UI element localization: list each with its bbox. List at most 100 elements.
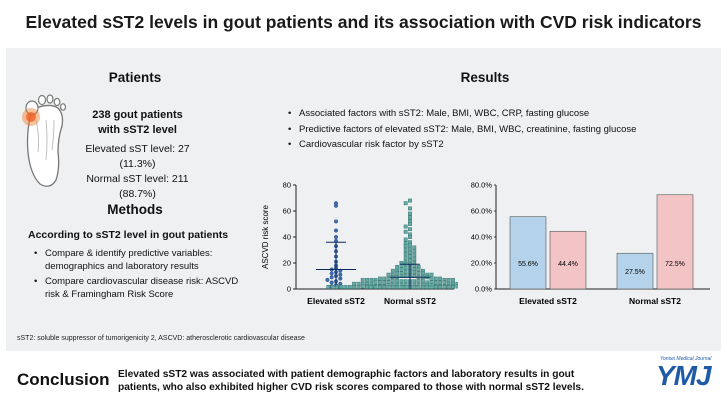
bar bbox=[656, 194, 694, 290]
patients-normal: Normal sST level: 211 (88.7%) bbox=[86, 173, 189, 200]
bar-value-label: 55.6% bbox=[518, 261, 538, 268]
data-point bbox=[446, 285, 451, 289]
results-bullet: Predictive factors of elevated sST2: Mal… bbox=[288, 124, 708, 137]
data-point bbox=[333, 235, 338, 240]
data-point bbox=[416, 285, 421, 289]
data-point bbox=[442, 285, 447, 289]
data-point bbox=[395, 279, 399, 284]
data-point bbox=[403, 279, 408, 284]
bar bbox=[549, 230, 587, 290]
data-point bbox=[408, 242, 412, 247]
data-point bbox=[338, 276, 343, 281]
data-point bbox=[438, 285, 442, 289]
data-point bbox=[334, 285, 339, 289]
data-point bbox=[420, 285, 425, 289]
data-point bbox=[403, 224, 408, 229]
data-point bbox=[386, 272, 391, 277]
data-point bbox=[399, 279, 404, 284]
data-point bbox=[403, 248, 408, 252]
data-point bbox=[403, 270, 408, 275]
data-point bbox=[339, 285, 344, 289]
data-point bbox=[408, 211, 412, 216]
data-point bbox=[403, 285, 408, 289]
data-point bbox=[352, 285, 357, 289]
data-point bbox=[365, 285, 369, 289]
data-point bbox=[395, 285, 399, 289]
data-point bbox=[408, 246, 412, 251]
data-point bbox=[412, 257, 417, 262]
data-point bbox=[420, 271, 425, 276]
data-point bbox=[412, 285, 417, 289]
data-point bbox=[329, 275, 334, 280]
data-point bbox=[373, 280, 378, 285]
data-point bbox=[377, 280, 382, 285]
data-point bbox=[451, 285, 455, 289]
data-point bbox=[329, 271, 334, 276]
data-point bbox=[399, 267, 404, 272]
y-tick-label: 60 bbox=[283, 207, 291, 216]
patients-summary: 238 gout patients with sST2 level bbox=[80, 108, 195, 138]
data-point bbox=[386, 276, 391, 281]
data-point bbox=[360, 284, 365, 289]
results-heading: Results bbox=[460, 70, 510, 85]
data-point bbox=[429, 285, 434, 289]
y-tick-label: 20 bbox=[283, 259, 291, 268]
data-point bbox=[408, 258, 412, 263]
data-point bbox=[343, 285, 348, 289]
methods-heading: Methods bbox=[107, 202, 163, 217]
patients-heading: Patients bbox=[108, 70, 162, 85]
data-point bbox=[416, 267, 421, 272]
data-point bbox=[412, 245, 417, 250]
data-point bbox=[429, 272, 434, 277]
data-point bbox=[395, 264, 399, 269]
data-point bbox=[403, 251, 408, 256]
logo-mark: YMJ bbox=[656, 360, 712, 391]
y-tick-label: 80.0% bbox=[471, 181, 493, 190]
data-point bbox=[403, 229, 408, 234]
data-point bbox=[420, 279, 425, 284]
methods-subheading: According to sST2 level in gout patients bbox=[28, 229, 229, 241]
data-point bbox=[386, 285, 391, 289]
data-point bbox=[356, 281, 361, 286]
logo-journal-name: Yonsei Medical Journal bbox=[660, 356, 712, 362]
x-category-label: Normal sST2 bbox=[384, 296, 436, 306]
data-point bbox=[330, 285, 335, 289]
y-tick-label: 40.0% bbox=[471, 233, 493, 242]
data-point bbox=[416, 271, 421, 276]
patients-summary-line1: 238 gout patients bbox=[92, 109, 183, 121]
data-point bbox=[365, 277, 369, 282]
x-category-label: Elevated sST2 bbox=[519, 296, 577, 306]
data-point bbox=[352, 281, 357, 286]
data-point bbox=[446, 277, 451, 282]
data-point bbox=[433, 280, 438, 285]
methods-bullet: Compare cardiovascular disease risk: ASC… bbox=[34, 276, 249, 301]
data-point bbox=[438, 280, 442, 285]
y-tick-label: 80 bbox=[283, 181, 291, 190]
data-point bbox=[369, 277, 374, 282]
page-title: Elevated sST2 levels in gout patients an… bbox=[25, 12, 702, 32]
data-point bbox=[403, 237, 408, 242]
data-point bbox=[438, 276, 442, 281]
y-tick-label: 0 bbox=[287, 285, 291, 294]
data-point bbox=[403, 201, 408, 206]
ascvd-scatter-chart: ASCVD risk score 0 20 40 60 80 Elevated sST2 No… bbox=[261, 181, 458, 306]
bar bbox=[616, 252, 654, 290]
data-point bbox=[433, 276, 438, 281]
bar-value-label: 44.4% bbox=[558, 261, 578, 268]
framingham-bar-chart: Framingham high riskFramingham moderate/… bbox=[471, 181, 710, 306]
data-point bbox=[408, 222, 412, 226]
data-point bbox=[326, 285, 331, 289]
patients-elevated: Elevated sST level: 27 (11.3%) bbox=[85, 143, 190, 170]
data-point bbox=[455, 284, 458, 289]
data-point bbox=[395, 271, 399, 276]
data-point bbox=[325, 277, 330, 282]
y-tick-label: 40 bbox=[283, 233, 291, 242]
data-point bbox=[412, 249, 417, 254]
data-point bbox=[408, 215, 412, 220]
data-point bbox=[442, 280, 447, 285]
data-point bbox=[338, 272, 343, 277]
methods-bullet: Compare & identify predictive variables:… bbox=[34, 248, 249, 273]
conclusion-label: Conclusion bbox=[17, 370, 110, 389]
data-point bbox=[356, 285, 361, 289]
data-point bbox=[390, 279, 395, 284]
